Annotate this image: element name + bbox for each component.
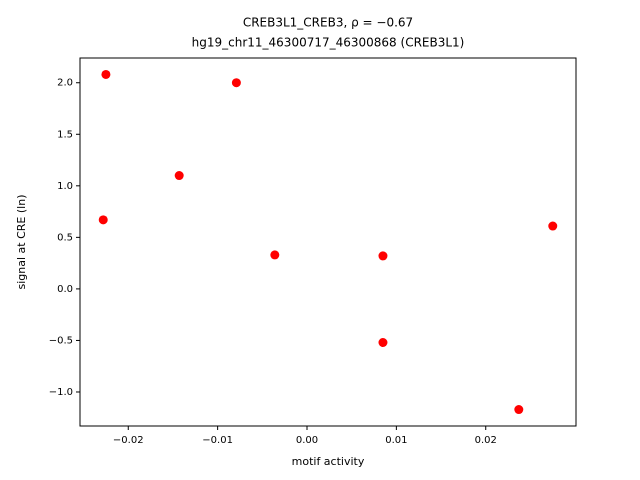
x-tick-label: 0.00 <box>296 435 318 446</box>
point <box>98 215 108 225</box>
chart-title: CREB3L1_CREB3, ρ = −0.67 <box>243 16 413 30</box>
point <box>378 251 388 261</box>
chart-subtitle: hg19_chr11_46300717_46300868 (CREB3L1) <box>192 36 465 50</box>
y-tick-label: −0.5 <box>49 335 73 346</box>
y-tick-label: 1.0 <box>57 181 73 192</box>
y-axis-label: signal at CRE (ln) <box>15 195 28 290</box>
point <box>101 69 111 79</box>
point <box>378 338 388 348</box>
point <box>270 250 280 260</box>
x-tick-label: 0.01 <box>385 435 407 446</box>
y-tick-label: 1.5 <box>57 129 73 140</box>
plot-frame <box>79 57 577 427</box>
x-tick-label: −0.02 <box>113 435 144 446</box>
y-tick-label: 0.0 <box>57 284 73 295</box>
point <box>514 405 524 415</box>
x-tick-label: 0.02 <box>475 435 497 446</box>
x-axis-label: motif activity <box>292 455 365 468</box>
y-tick-label: 2.0 <box>57 78 73 89</box>
x-tick-label: −0.01 <box>202 435 233 446</box>
y-tick-label: −1.0 <box>49 387 73 398</box>
y-tick-label: 0.5 <box>57 232 73 243</box>
point <box>174 171 184 181</box>
point <box>548 221 558 231</box>
point <box>231 78 241 88</box>
